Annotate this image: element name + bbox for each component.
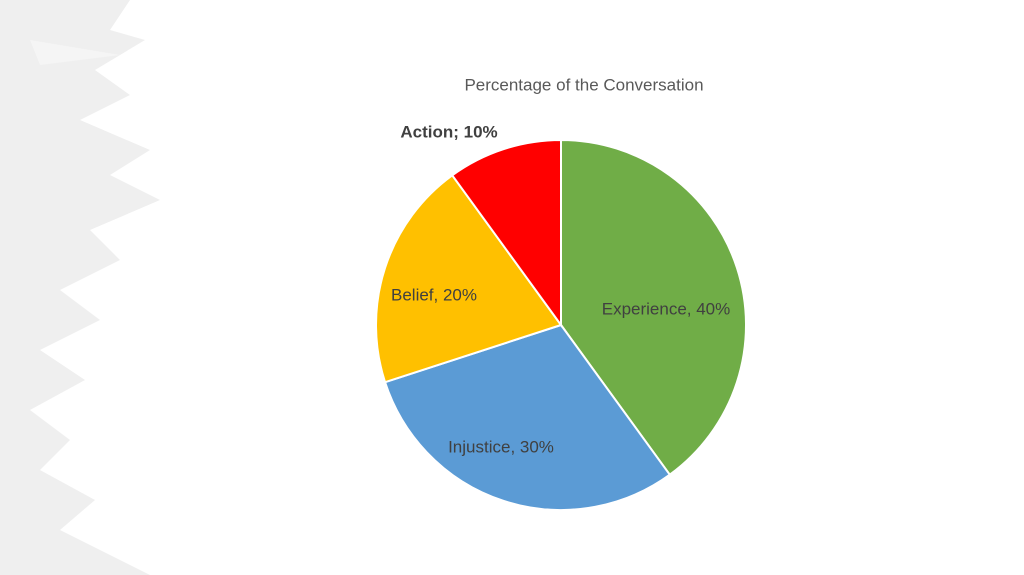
chart-title: Percentage of the Conversation: [464, 75, 703, 94]
data-label: Experience, 40%: [602, 299, 731, 318]
data-label: Belief, 20%: [391, 285, 477, 304]
pie-slice: [383, 323, 672, 511]
pie-slice: [375, 173, 563, 384]
background-brush: [0, 0, 160, 575]
pie-slice: [450, 138, 562, 329]
data-label: Action; 10%: [400, 122, 497, 141]
pie-slice: [560, 138, 747, 477]
data-label: Injustice, 30%: [448, 437, 554, 456]
